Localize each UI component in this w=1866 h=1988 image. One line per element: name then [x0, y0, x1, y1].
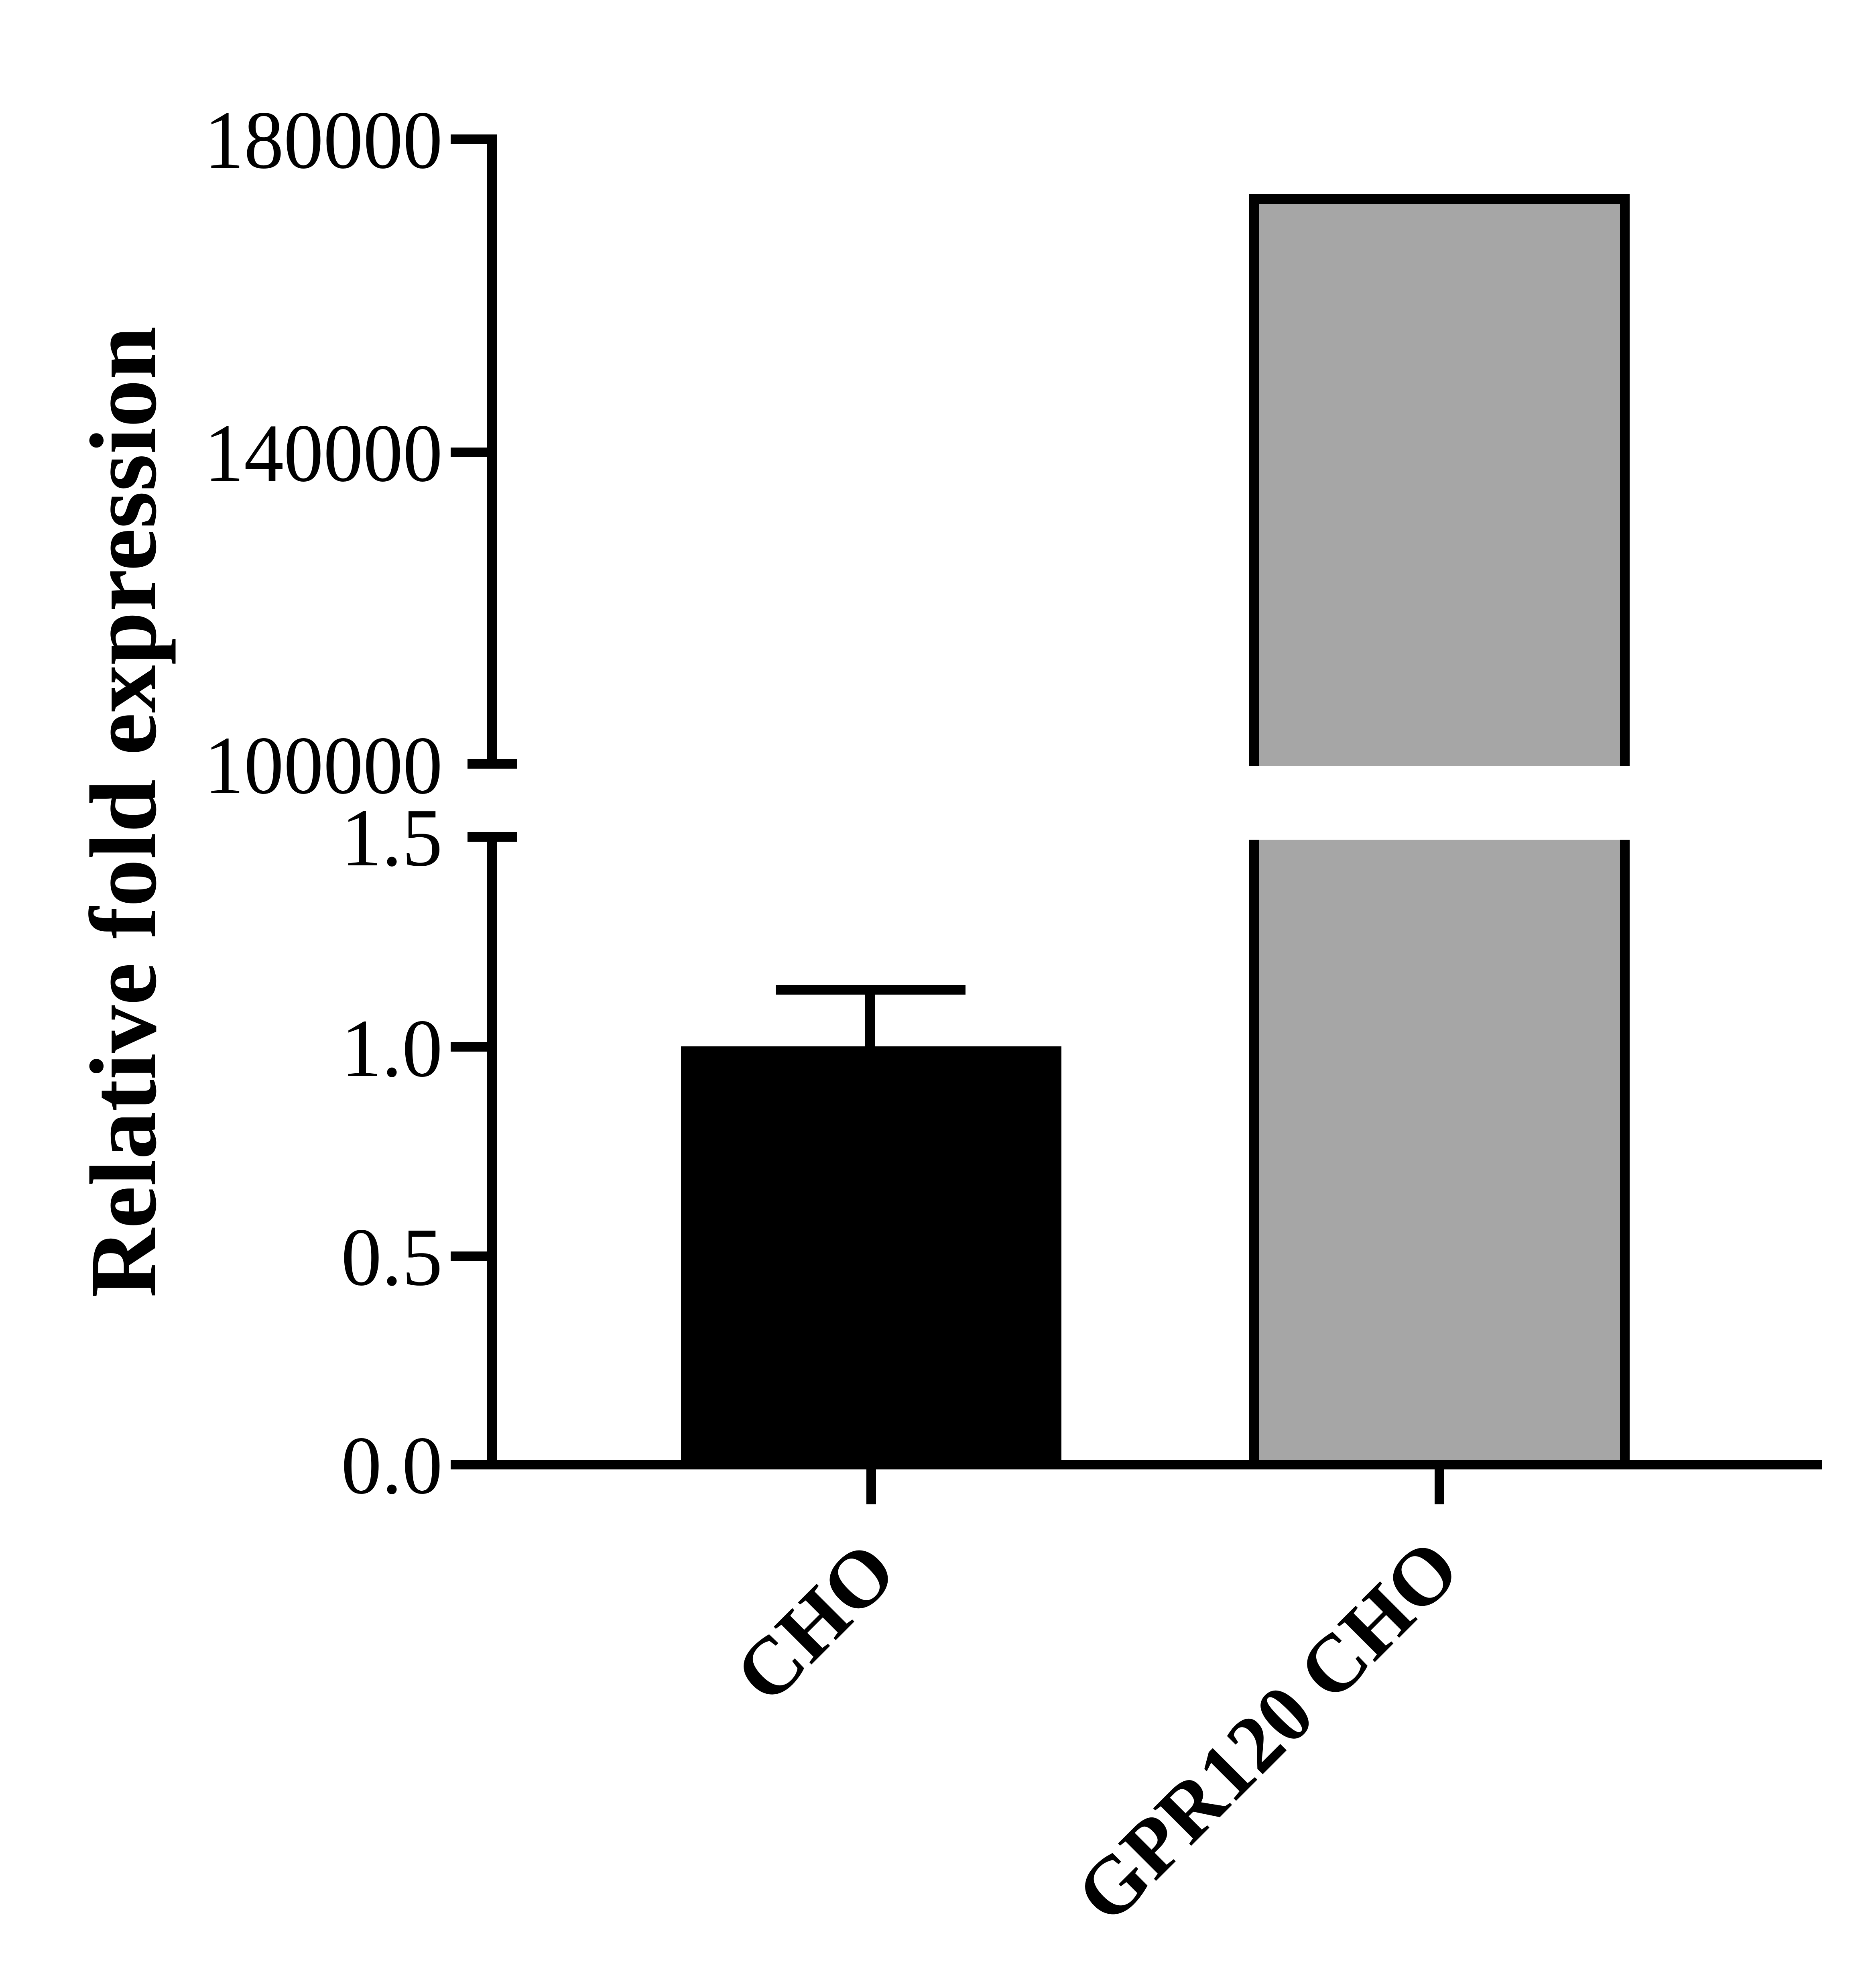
svg-text:1.0: 1.0: [341, 1002, 443, 1094]
svg-text:140000: 140000: [204, 407, 443, 499]
svg-text:100000: 100000: [204, 719, 443, 811]
svg-text:Relative fold expression: Relative fold expression: [71, 326, 176, 1298]
svg-text:0.0: 0.0: [341, 1419, 443, 1511]
svg-text:180000: 180000: [204, 94, 443, 186]
svg-text:0.5: 0.5: [341, 1211, 443, 1303]
svg-text:1.5: 1.5: [341, 792, 443, 883]
